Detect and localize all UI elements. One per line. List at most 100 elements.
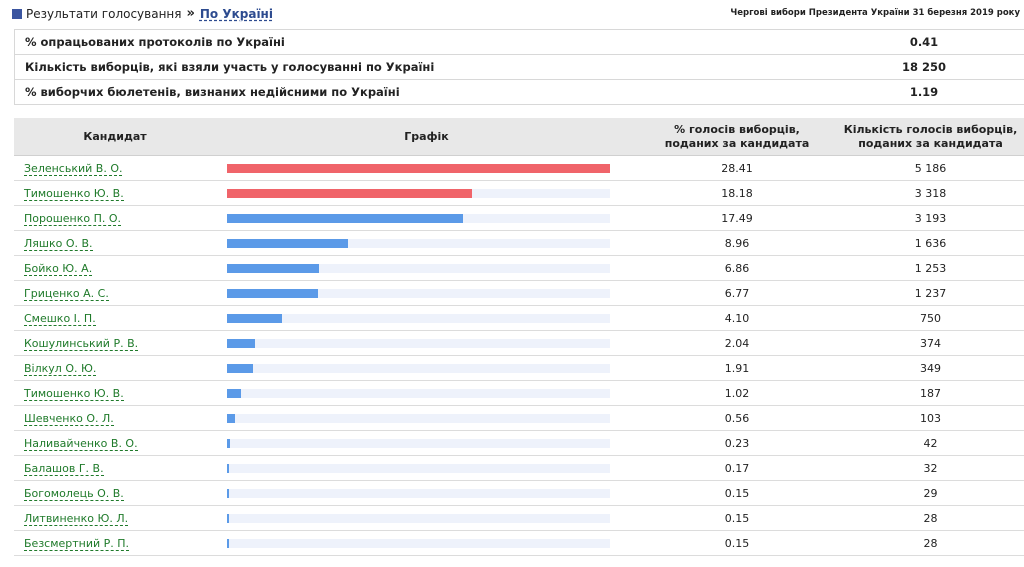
header-candidate: Кандидат: [14, 118, 216, 156]
header-count-line2: поданих за кандидата: [858, 136, 1003, 150]
count-cell: 1 636: [837, 230, 1024, 256]
summary-table: % опрацьованих протоколів по Україні 0.4…: [14, 29, 1024, 105]
vote-bar: [227, 413, 235, 423]
vote-bar-track: [227, 413, 610, 423]
graph-cell: [216, 505, 637, 531]
summary-label: % опрацьованих протоколів по Україні: [14, 29, 824, 55]
vote-bar-track: [227, 388, 610, 398]
candidate-link[interactable]: Вілкул О. Ю.: [24, 361, 97, 376]
graph-cell: [216, 480, 637, 506]
top-bar: Результати голосування » По Україні Черг…: [0, 0, 1024, 26]
table-row: Литвиненко Ю. Л. 0.15 28: [14, 505, 1024, 531]
breadcrumb: Результати голосування » По Україні: [12, 6, 273, 21]
graph-cell: [216, 430, 637, 456]
candidate-link[interactable]: Гриценко А. С.: [24, 286, 109, 301]
vote-bar: [227, 363, 253, 373]
summary-row: Кількість виборців, які взяли участь у г…: [14, 54, 1024, 80]
candidate-link[interactable]: Тимошенко Ю. В.: [24, 386, 124, 401]
breadcrumb-separator: »: [186, 6, 195, 21]
candidate-link[interactable]: Зеленський В. О.: [24, 161, 123, 176]
summary-value: 1.19: [824, 79, 1024, 105]
candidate-link[interactable]: Богомолець О. В.: [24, 486, 124, 501]
election-title: Чергові вибори Президента України 31 бер…: [730, 8, 1020, 18]
candidate-link[interactable]: Порошенко П. О.: [24, 211, 122, 226]
percent-cell: 28.41: [637, 155, 837, 181]
candidate-cell: Балашов Г. В.: [14, 455, 216, 481]
candidate-link[interactable]: Кошулинський Р. В.: [24, 336, 139, 351]
table-row: Бойко Ю. А. 6.86 1 253: [14, 255, 1024, 281]
candidate-cell: Литвиненко Ю. Л.: [14, 505, 216, 531]
table-row: Гриценко А. С. 6.77 1 237: [14, 280, 1024, 306]
vote-bar: [227, 338, 255, 348]
vote-bar: [227, 488, 229, 498]
percent-cell: 0.17: [637, 455, 837, 481]
vote-bar: [227, 313, 282, 323]
candidate-link[interactable]: Смешко І. П.: [24, 311, 96, 326]
count-cell: 187: [837, 380, 1024, 406]
percent-cell: 2.04: [637, 330, 837, 356]
candidate-link[interactable]: Бойко Ю. А.: [24, 261, 93, 276]
candidate-link[interactable]: Шевченко О. Л.: [24, 411, 114, 426]
graph-cell: [216, 380, 637, 406]
vote-bar: [227, 513, 229, 523]
count-cell: 29: [837, 480, 1024, 506]
candidate-cell: Кошулинський Р. В.: [14, 330, 216, 356]
header-count: Кількість голосів виборців, поданих за к…: [837, 118, 1024, 156]
summary-row: % виборчих бюлетенів, визнаних недійсним…: [14, 79, 1024, 105]
table-row: Наливайченко В. О. 0.23 42: [14, 430, 1024, 456]
breadcrumb-results-label: Результати голосування: [26, 6, 182, 21]
candidate-cell: Бойко Ю. А.: [14, 255, 216, 281]
count-cell: 28: [837, 530, 1024, 556]
breadcrumb-current-link[interactable]: По Україні: [199, 6, 273, 21]
vote-bar-track: [227, 213, 610, 223]
graph-cell: [216, 530, 637, 556]
graph-cell: [216, 255, 637, 281]
vote-bar: [227, 238, 348, 248]
candidate-link[interactable]: Ляшко О. В.: [24, 236, 93, 251]
candidate-cell: Богомолець О. В.: [14, 480, 216, 506]
candidate-link[interactable]: Безсмертний Р. П.: [24, 536, 130, 551]
percent-cell: 0.56: [637, 405, 837, 431]
table-row: Богомолець О. В. 0.15 29: [14, 480, 1024, 506]
candidate-link[interactable]: Литвиненко Ю. Л.: [24, 511, 129, 526]
vote-bar: [227, 463, 229, 473]
count-cell: 32: [837, 455, 1024, 481]
summary-value: 0.41: [824, 29, 1024, 55]
summary-value: 18 250: [824, 54, 1024, 80]
graph-cell: [216, 305, 637, 331]
count-cell: 1 253: [837, 255, 1024, 281]
graph-cell: [216, 330, 637, 356]
table-row: Безсмертний Р. П. 0.15 28: [14, 530, 1024, 556]
vote-bar-track: [227, 338, 610, 348]
candidate-cell: Тимошенко Ю. В.: [14, 180, 216, 206]
percent-cell: 0.15: [637, 530, 837, 556]
vote-bar: [227, 263, 319, 273]
vote-bar-track: [227, 513, 610, 523]
count-cell: 42: [837, 430, 1024, 456]
graph-cell: [216, 155, 637, 181]
percent-cell: 0.15: [637, 505, 837, 531]
percent-cell: 1.02: [637, 380, 837, 406]
candidate-link[interactable]: Тимошенко Ю. В.: [24, 186, 124, 201]
vote-bar-track: [227, 438, 610, 448]
vote-bar: [227, 288, 318, 298]
vote-bar-track: [227, 163, 610, 173]
graph-cell: [216, 280, 637, 306]
header-percent-line1: % голосів виборців,: [674, 122, 800, 136]
table-row: Ляшко О. В. 8.96 1 636: [14, 230, 1024, 256]
candidate-link[interactable]: Наливайченко В. О.: [24, 436, 138, 451]
table-row: Тимошенко Ю. В. 1.02 187: [14, 380, 1024, 406]
vote-bar-track: [227, 313, 610, 323]
count-cell: 3 193: [837, 205, 1024, 231]
percent-cell: 17.49: [637, 205, 837, 231]
table-row: Порошенко П. О. 17.49 3 193: [14, 205, 1024, 231]
vote-bar-track: [227, 463, 610, 473]
graph-cell: [216, 355, 637, 381]
results-body: Зеленський В. О. 28.41 5 186 Тимошенко Ю. В…: [14, 155, 1024, 556]
square-icon: [12, 8, 22, 19]
candidate-link[interactable]: Балашов Г. В.: [24, 461, 104, 476]
candidate-cell: Шевченко О. Л.: [14, 405, 216, 431]
graph-cell: [216, 405, 637, 431]
candidate-cell: Наливайченко В. О.: [14, 430, 216, 456]
candidate-cell: Смешко І. П.: [14, 305, 216, 331]
